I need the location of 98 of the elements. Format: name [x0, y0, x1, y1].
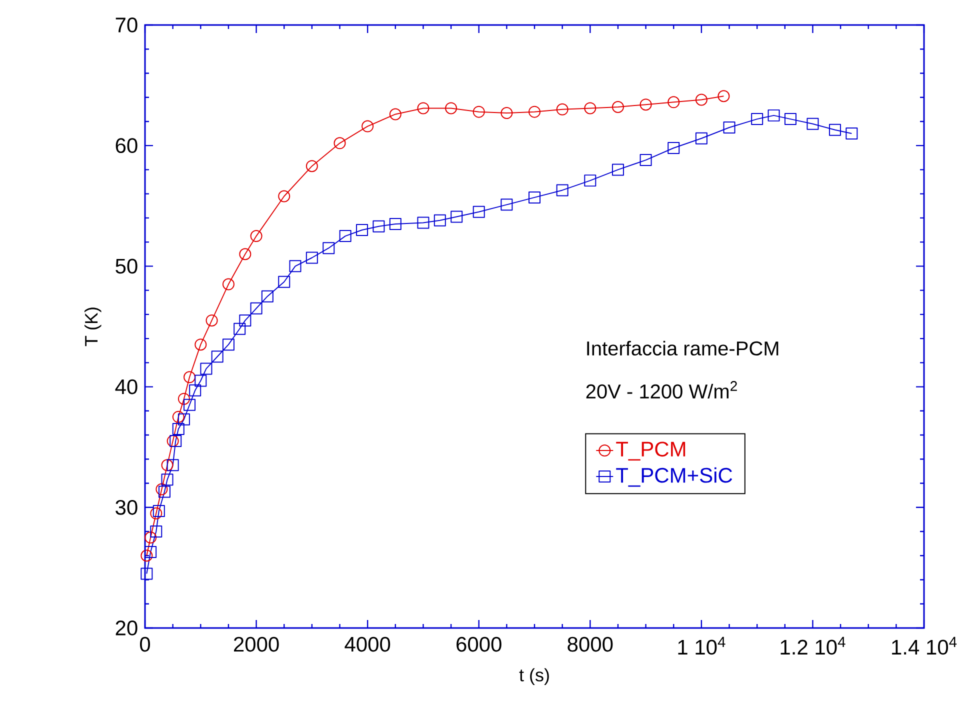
point — [718, 90, 730, 102]
point — [170, 435, 182, 448]
point — [261, 290, 274, 302]
point — [389, 218, 402, 230]
y-tick-label: 70 — [116, 18, 138, 32]
point — [166, 459, 179, 472]
point — [472, 106, 485, 118]
point — [500, 198, 513, 211]
point — [723, 121, 736, 134]
point — [184, 398, 196, 411]
point — [184, 371, 196, 384]
point — [334, 137, 346, 150]
point — [278, 276, 290, 288]
point — [417, 102, 430, 114]
x-tick-label: 1.4 10$^{4}$ — [892, 636, 957, 655]
point — [250, 230, 262, 242]
point — [339, 230, 352, 242]
point — [239, 314, 252, 326]
point — [194, 338, 207, 351]
point — [152, 505, 165, 518]
point — [612, 100, 624, 113]
y-tick-label: 20 — [116, 620, 138, 636]
x-tick-label: 4000 — [344, 636, 390, 652]
point — [239, 248, 252, 260]
point — [640, 98, 652, 111]
point — [178, 413, 190, 426]
point — [172, 410, 184, 423]
point — [768, 109, 780, 122]
point — [140, 550, 153, 562]
point — [222, 278, 234, 290]
point — [434, 214, 446, 226]
x-tick-label: 0 — [140, 636, 150, 652]
x-tick-label: 1 10$^{4}$ — [678, 636, 726, 655]
point — [695, 94, 708, 106]
point — [846, 128, 858, 140]
legend-label: T_PCM — [616, 442, 686, 461]
x-tick-label: 6000 — [456, 636, 502, 652]
point — [500, 107, 513, 120]
point — [211, 350, 224, 363]
y-tick-label: 60 — [116, 138, 138, 154]
point — [189, 384, 202, 396]
y-tick-label: 30 — [116, 500, 138, 515]
point — [158, 486, 170, 498]
point — [322, 242, 335, 254]
y-tick-label: 40 — [115, 379, 138, 394]
point — [417, 216, 430, 229]
point — [389, 108, 402, 120]
point — [166, 435, 179, 448]
point — [144, 532, 157, 544]
point — [806, 118, 819, 130]
point — [172, 422, 184, 435]
y-tick-label: 50 — [116, 258, 138, 274]
point — [289, 260, 302, 272]
point — [528, 106, 541, 118]
annotation: 20V - 1200 W/m$^{2}$ — [586, 381, 737, 399]
point — [828, 124, 841, 136]
point — [178, 392, 190, 405]
point — [640, 154, 652, 166]
point — [445, 102, 458, 114]
annotation: Interfaccia rame-PCM — [587, 340, 778, 356]
point — [161, 474, 174, 486]
point — [668, 142, 680, 154]
point — [584, 174, 596, 187]
point — [751, 113, 764, 126]
x-tick-label: 1.2 10$^{4}$ — [780, 636, 846, 655]
point — [356, 224, 368, 236]
point — [156, 483, 168, 496]
point — [150, 507, 162, 520]
point — [472, 206, 485, 218]
point — [194, 374, 207, 387]
x-axis-title: t (s) — [519, 668, 549, 685]
point — [150, 526, 162, 538]
point — [556, 184, 568, 196]
point — [161, 459, 174, 472]
point — [140, 568, 153, 580]
point — [306, 160, 318, 172]
point — [556, 103, 568, 116]
point — [234, 322, 246, 335]
point — [528, 191, 541, 204]
point — [372, 220, 385, 232]
point — [278, 190, 290, 202]
point — [450, 210, 463, 223]
point — [200, 362, 212, 375]
y-axis-title: T (K) — [84, 308, 102, 346]
point — [306, 252, 318, 264]
point — [362, 120, 374, 132]
x-tick-label: 8000 — [568, 636, 613, 652]
x-tick-label: 2000 — [234, 636, 279, 652]
point — [695, 132, 708, 144]
point — [784, 113, 796, 126]
point — [668, 96, 680, 108]
legend-label: T_PCM+SiC — [616, 467, 732, 487]
point — [584, 102, 596, 114]
point — [206, 314, 218, 326]
point — [612, 164, 624, 176]
point — [144, 546, 157, 558]
point — [222, 338, 234, 351]
point — [250, 302, 262, 314]
